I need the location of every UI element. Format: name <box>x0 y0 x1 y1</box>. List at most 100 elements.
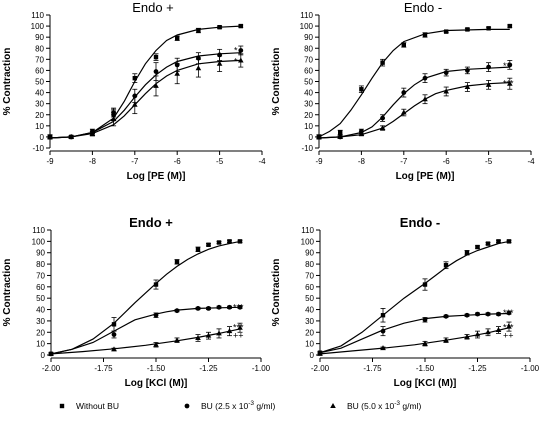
y-axis-label: % Contraction <box>2 48 13 116</box>
legend: Without BU BU (2.5 x 10-3 g/ml) BU (5.0 x … <box>59 400 421 411</box>
data-point-triangle <box>132 101 138 107</box>
chart-title: Endo + <box>132 0 174 15</box>
data-point-triangle <box>216 60 223 66</box>
y-tick-label: 80 <box>36 260 45 269</box>
data-point-circle <box>496 311 501 317</box>
y-tick-label: 60 <box>305 283 314 292</box>
legend-label-superscript: -3 <box>248 400 254 407</box>
data-point-square <box>464 250 470 255</box>
y-tick-label: 110 <box>32 226 45 235</box>
data-point-circle <box>422 75 428 81</box>
y-tick-label: 20 <box>304 111 313 120</box>
data-point-triangle <box>174 70 180 76</box>
data-point-square <box>444 29 449 34</box>
data-point-square <box>196 28 201 33</box>
y-tick-label: 80 <box>35 44 44 53</box>
data-point-square <box>443 263 449 268</box>
data-point-triangle <box>226 328 233 334</box>
x-tick-label: -1.75 <box>94 364 113 373</box>
chart-panel-4: Endo - 0 10 20 30 40 50 60 70 80 90 100 110 -2.00 -1.7… <box>271 215 540 389</box>
x-axis-label: Log [KCl (M)] <box>125 378 188 389</box>
data-point-circle <box>475 311 480 317</box>
y-tick-label: 90 <box>36 249 45 258</box>
fit-curve <box>50 240 241 355</box>
data-point-square <box>111 322 117 327</box>
data-point-triangle <box>474 331 481 337</box>
x-tick-label: -1.75 <box>363 364 382 373</box>
significance-label: *** <box>233 302 244 312</box>
data-point-triangle <box>48 350 54 356</box>
data-point-triangle <box>464 84 471 90</box>
data-point-square <box>206 242 211 247</box>
x-tick-label: -6 <box>443 157 451 166</box>
data-point-circle <box>153 312 159 318</box>
series-square <box>48 239 243 357</box>
data-point-circle <box>237 304 243 310</box>
data-point-triangle <box>317 350 323 356</box>
legend-label-text: Without BU <box>76 401 119 411</box>
significance-label: *** <box>503 308 514 318</box>
legend-marker-circle <box>184 403 190 409</box>
data-point-triangle <box>443 337 449 343</box>
y-tick-label: 80 <box>305 260 314 269</box>
data-point-square <box>465 27 470 32</box>
significance-label: ++ <box>503 331 514 341</box>
y-tick-label: 40 <box>36 306 45 315</box>
fit-curve <box>49 59 241 139</box>
y-tick-label: 80 <box>304 44 313 53</box>
data-point-triangle <box>110 116 117 122</box>
y-tick-label: 20 <box>305 328 314 337</box>
data-point-triangle <box>422 96 428 102</box>
fit-curve <box>49 25 241 139</box>
data-point-square <box>422 32 428 38</box>
y-tick-label: 50 <box>305 294 314 303</box>
significance-label: * <box>234 45 238 55</box>
chart-panel-3: Endo + 0 10 20 30 40 50 60 70 80 90 100 110 -2.00 -1.7… <box>2 215 271 389</box>
data-point-circle <box>485 311 491 317</box>
x-tick-label: -1.00 <box>252 364 271 373</box>
legend-label: BU (5.0 x 10-3 g/ml) <box>347 400 421 411</box>
data-point-circle <box>401 90 407 95</box>
legend-marker-square <box>59 403 65 409</box>
data-point-triangle <box>337 133 343 139</box>
data-point-circle <box>422 317 428 323</box>
data-point-circle <box>153 69 159 74</box>
data-point-triangle <box>506 323 512 329</box>
data-point-square <box>216 240 222 245</box>
x-tick-label: -4 <box>527 157 535 166</box>
data-point-circle <box>506 310 512 316</box>
y-tick-label: 40 <box>304 89 313 98</box>
data-point-circle <box>111 332 117 337</box>
x-tick-label: -5 <box>485 157 493 166</box>
data-point-square <box>486 26 491 31</box>
data-point-circle <box>486 64 491 70</box>
y-axis-label: % Contraction <box>271 259 282 327</box>
x-tick-label: -1.25 <box>468 364 487 373</box>
data-point-square <box>359 87 364 92</box>
data-point-square <box>195 247 201 252</box>
data-point-triangle <box>47 133 53 139</box>
data-point-triangle <box>464 333 470 339</box>
data-point-circle <box>465 68 470 73</box>
series-triangle <box>316 77 513 139</box>
data-point-triangle <box>237 324 243 330</box>
data-point-circle <box>174 308 180 314</box>
y-tick-label: 30 <box>305 317 314 326</box>
chart-panel-1: Endo + -10 0 10 20 30 40 50 60 70 80 90 100 110 -9 -8 -7… <box>2 0 266 182</box>
data-point-circle <box>227 304 232 310</box>
series-triangle <box>48 322 243 356</box>
fit-curve <box>50 328 241 355</box>
y-tick-label: 60 <box>35 66 44 75</box>
legend-label: BU (2.5 x 10-3 g/ml) <box>201 400 275 411</box>
data-point-triangle <box>195 334 201 340</box>
data-point-square <box>237 239 243 244</box>
data-point-square <box>227 239 232 244</box>
y-tick-label: 50 <box>304 78 313 87</box>
data-point-square <box>338 130 343 135</box>
y-tick-label: 70 <box>305 271 314 280</box>
data-point-circle <box>195 306 201 311</box>
data-point-square <box>485 241 491 246</box>
legend-marker-triangle <box>330 403 336 408</box>
y-tick-label: 20 <box>35 111 44 120</box>
data-point-circle <box>238 48 244 53</box>
